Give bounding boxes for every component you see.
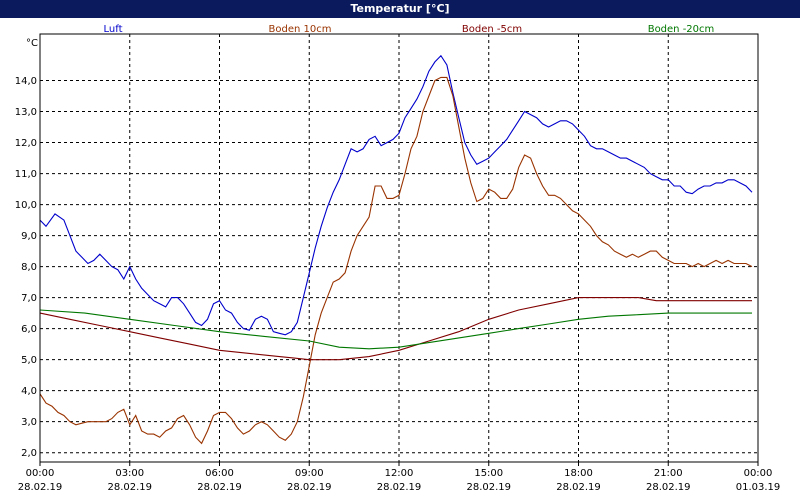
legend: Luft Boden 10cm Boden -5cm Boden -20cm <box>104 24 715 35</box>
plot-frame <box>39 33 759 463</box>
series-line-2 <box>39 76 753 445</box>
legend-entry-3: Boden -5cm <box>462 24 522 35</box>
y-tick-label: 11,0 <box>15 169 37 180</box>
x-tick-time: 03:00 <box>115 468 144 479</box>
x-tick-time: 00:00 <box>26 468 55 479</box>
y-tick-label: 14,0 <box>15 76 37 87</box>
y-tick-label: 7,0 <box>21 293 37 304</box>
y-tick-label: 8,0 <box>21 262 37 273</box>
x-tick-date: 28.02.19 <box>287 482 332 493</box>
grid <box>40 34 758 462</box>
legend-entry-4: Boden -20cm <box>648 24 715 35</box>
legend-entry-2: Boden 10cm <box>269 24 332 35</box>
chart-background <box>0 18 800 500</box>
x-tick-time: 21:00 <box>654 468 683 479</box>
x-tick-date: 28.02.19 <box>18 482 63 493</box>
series-line-1 <box>39 54 753 336</box>
x-tick-date: 28.02.19 <box>377 482 422 493</box>
y-tick-label: 2,0 <box>21 448 37 459</box>
series-line-3 <box>39 297 752 361</box>
series-line-4 <box>39 309 752 350</box>
temperature-chart: 2,0 3,0 4,0 5,0 6,0 7,0 8,0 9,0 10,0 11,0 12,0 13,0… <box>0 18 800 500</box>
y-tick-label: 4,0 <box>21 386 37 397</box>
y-tick-label: 9,0 <box>21 231 37 242</box>
x-tick-date: 28.02.19 <box>107 482 152 493</box>
y-tick-label: 10,0 <box>15 200 37 211</box>
x-tick-date: 28.02.19 <box>466 482 511 493</box>
y-tick-label: 13,0 <box>15 107 37 118</box>
x-tick-time: 18:00 <box>564 468 593 479</box>
y-tick-label: 5,0 <box>21 355 37 366</box>
x-tick-time: 09:00 <box>295 468 324 479</box>
x-tick-date: 28.02.19 <box>646 482 691 493</box>
y-axis-unit: °C <box>26 38 38 49</box>
x-tick-time: 15:00 <box>474 468 503 479</box>
x-tick-time: 12:00 <box>385 468 414 479</box>
series-group <box>39 54 753 445</box>
y-tick-label: 3,0 <box>21 417 37 428</box>
x-tick-time: 06:00 <box>205 468 234 479</box>
y-tick-label: 6,0 <box>21 324 37 335</box>
axes: 2,0 3,0 4,0 5,0 6,0 7,0 8,0 9,0 10,0 11,0 12,0 13,0… <box>15 33 781 493</box>
legend-entry-1: Luft <box>104 24 123 35</box>
x-tick-date: 28.02.19 <box>197 482 242 493</box>
x-tick-time: 00:00 <box>744 468 773 479</box>
chart-title: Temperatur [°C] <box>0 0 800 18</box>
x-tick-date: 01.03.19 <box>736 482 781 493</box>
y-tick-label: 12,0 <box>15 138 37 149</box>
x-tick-date: 28.02.19 <box>556 482 601 493</box>
